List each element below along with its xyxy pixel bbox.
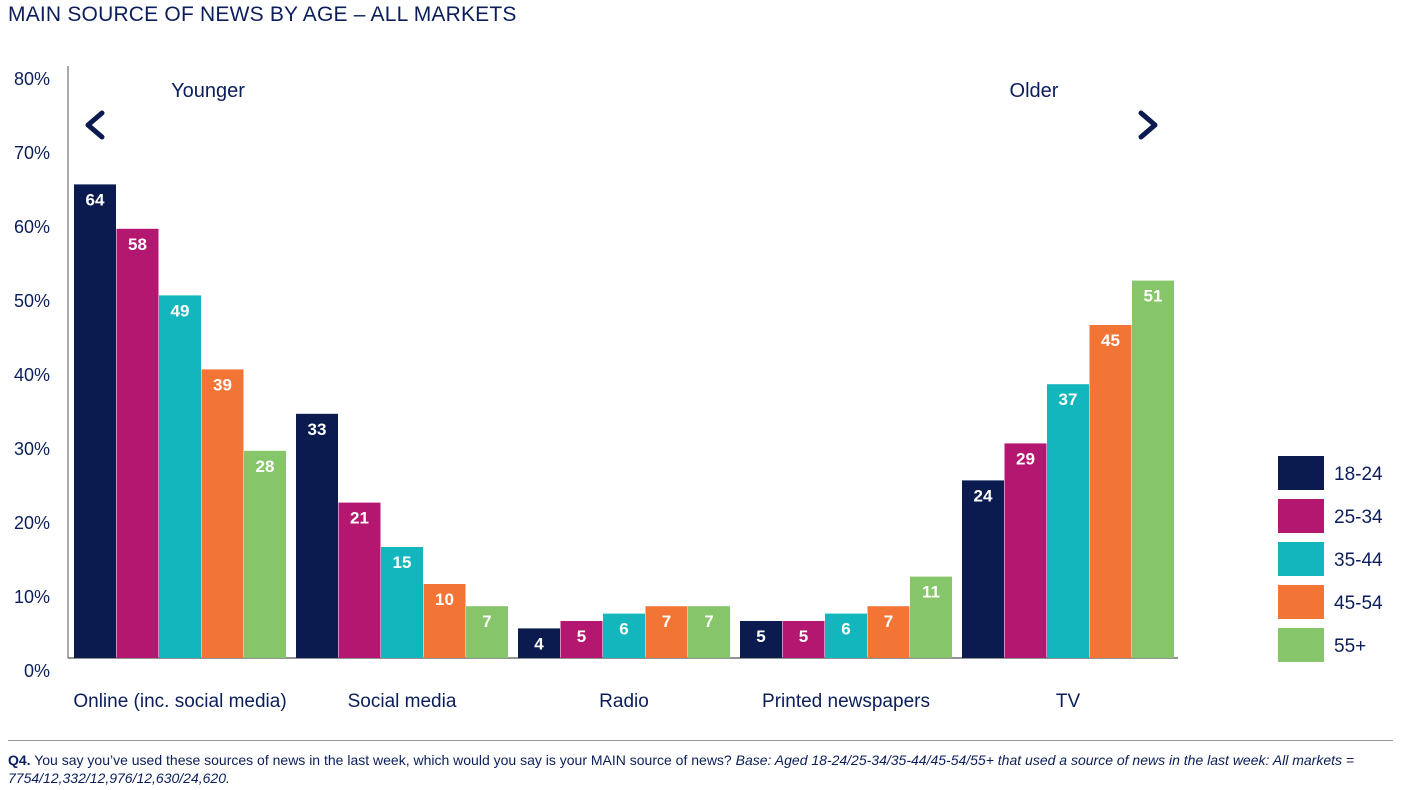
- x-category-label: Social media: [348, 691, 457, 712]
- y-tick-label: 20%: [14, 513, 50, 533]
- bar-18-24-3: [518, 628, 560, 658]
- legend-swatch-45-54: [1278, 585, 1324, 619]
- bar-55+-2: [466, 606, 508, 658]
- bar-value-label: 45: [1101, 331, 1120, 350]
- bar-35-44-3: [603, 613, 645, 658]
- bar-18-24-2: [296, 413, 338, 658]
- footnote-question: You say you’ve used these sources of new…: [30, 752, 736, 768]
- legend-label: 35-44: [1334, 550, 1383, 571]
- bar-value-label: 24: [974, 486, 993, 505]
- bar-value-label: 5: [756, 627, 765, 646]
- x-category-label: TV: [1056, 691, 1081, 712]
- x-category-label: Printed newspapers: [762, 691, 930, 712]
- x-category-label: Radio: [599, 691, 649, 712]
- legend-swatch-18-24: [1278, 456, 1324, 490]
- y-tick-label: 40%: [14, 365, 50, 385]
- bar-25-34-3: [560, 621, 603, 658]
- bar-55+-3: [688, 606, 730, 658]
- bar-value-label: 21: [350, 509, 369, 528]
- legend-label: 45-54: [1334, 593, 1383, 614]
- footnote: Q4. You say you’ve used these sources of…: [8, 740, 1393, 787]
- legend-swatch-25-34: [1278, 499, 1324, 533]
- bar-value-label: 11: [922, 583, 940, 602]
- legend-swatch-55+: [1278, 628, 1324, 662]
- bar-18-24-5: [962, 480, 1004, 658]
- footnote-question-label: Q4.: [8, 752, 31, 768]
- y-tick-label: 60%: [14, 217, 50, 237]
- bar-35-44-1: [159, 295, 201, 658]
- y-tick-label: 10%: [14, 587, 50, 607]
- bar-45-54-1: [201, 369, 244, 658]
- bar-value-label: 28: [256, 457, 275, 476]
- bar-45-54-3: [645, 606, 688, 658]
- bar-value-label: 58: [128, 235, 147, 254]
- bar-45-54-2: [423, 584, 466, 658]
- chart-title: MAIN SOURCE OF NEWS BY AGE – ALL MARKETS: [8, 3, 517, 26]
- bar-value-label: 49: [171, 301, 190, 320]
- bar-55+-1: [244, 450, 286, 658]
- bar-value-label: 39: [213, 375, 232, 394]
- bar-value-label: 15: [393, 553, 412, 572]
- bar-45-54-5: [1089, 325, 1132, 658]
- bar-value-label: 29: [1016, 449, 1035, 468]
- bar-55+-5: [1132, 280, 1174, 658]
- bar-value-label: 7: [884, 612, 893, 631]
- bar-value-label: 5: [799, 627, 808, 646]
- x-category-label: Online (inc. social media): [73, 691, 286, 712]
- y-tick-label: 30%: [14, 439, 50, 459]
- bar-value-label: 51: [1144, 287, 1163, 306]
- bar-value-label: 6: [841, 620, 850, 639]
- bar-18-24-4: [740, 621, 782, 658]
- legend-label: 55+: [1334, 636, 1366, 657]
- y-tick-label: 70%: [14, 143, 50, 163]
- bar-value-label: 7: [704, 612, 713, 631]
- older-arrow-head-icon: [1138, 110, 1158, 140]
- bar-value-label: 33: [308, 420, 327, 439]
- bar-45-54-4: [867, 606, 910, 658]
- bar-value-label: 7: [482, 612, 491, 631]
- younger-arrow-head-icon: [85, 110, 105, 140]
- younger-label: Younger: [171, 80, 245, 102]
- y-tick-label: 0%: [24, 661, 50, 681]
- bar-35-44-2: [381, 547, 423, 658]
- legend-label: 18-24: [1334, 464, 1383, 485]
- bar-55+-4: [910, 576, 952, 658]
- footnote-base: Base: Aged 18-24/25-34/35-44/45-54/55+ t…: [8, 752, 1355, 786]
- bar-25-34-4: [782, 621, 825, 658]
- bar-value-label: 5: [577, 627, 586, 646]
- bar-35-44-5: [1047, 384, 1089, 658]
- bar-18-24-1: [74, 184, 116, 658]
- older-label: Older: [1010, 80, 1059, 102]
- bar-35-44-4: [825, 613, 867, 658]
- bar-value-label: 4: [534, 634, 544, 653]
- legend-swatch-35-44: [1278, 542, 1324, 576]
- bar-25-34-5: [1004, 443, 1047, 658]
- bar-value-label: 7: [662, 612, 671, 631]
- bar-value-label: 6: [619, 620, 628, 639]
- bar-value-label: 10: [435, 590, 454, 609]
- bar-value-label: 37: [1059, 390, 1078, 409]
- bar-25-34-1: [116, 228, 159, 659]
- bar-25-34-2: [338, 502, 381, 658]
- y-tick-label: 80%: [14, 69, 50, 89]
- bar-value-label: 64: [86, 190, 105, 209]
- y-tick-label: 50%: [14, 291, 50, 311]
- legend-label: 25-34: [1334, 507, 1383, 528]
